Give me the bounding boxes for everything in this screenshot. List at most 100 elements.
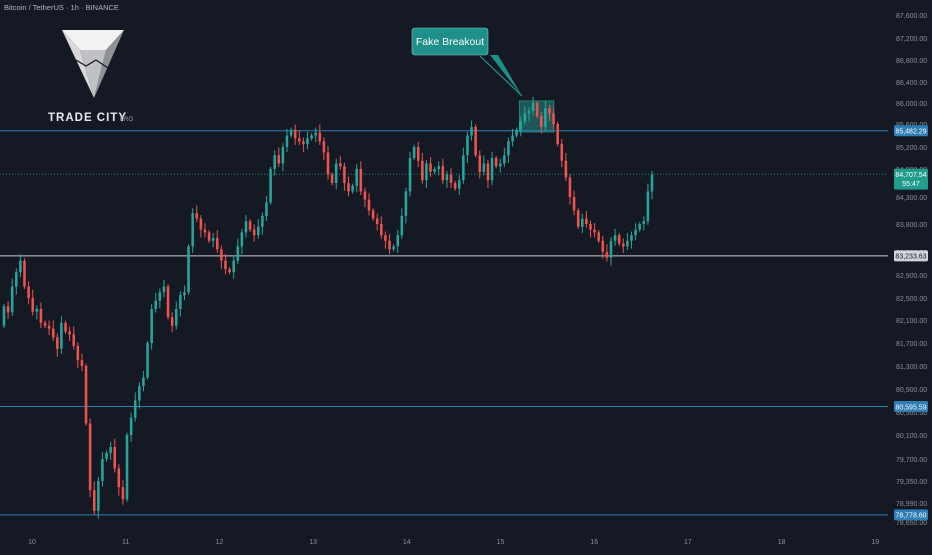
candle-body	[60, 322, 63, 349]
candle-body	[593, 229, 596, 233]
candle-body	[613, 235, 617, 241]
candle-body	[548, 108, 551, 114]
level-price-tag-label: 80,595.59	[895, 404, 926, 411]
price-axis[interactable]: 87,600.00 87,200.00 86,800.00 86,400.00 86,0…	[896, 13, 927, 527]
level-price-tag	[894, 509, 928, 521]
candle-body	[158, 292, 162, 301]
candle-body	[560, 144, 564, 161]
candle-body	[466, 135, 469, 156]
candle-body	[207, 232, 211, 241]
candle-body	[482, 163, 486, 172]
candle-body	[449, 174, 453, 183]
candle-body	[232, 260, 235, 273]
candle-body	[396, 235, 399, 247]
candle-body	[35, 309, 39, 312]
price-tick-label: 84,300.00	[896, 195, 927, 202]
candle-body	[261, 215, 264, 227]
time-tick-label: 15	[497, 539, 505, 546]
candle-body	[605, 252, 609, 258]
candle-body	[650, 174, 654, 192]
candle-body	[589, 224, 592, 230]
candle-body	[457, 180, 461, 189]
candle-body	[531, 103, 535, 111]
candle-body	[412, 147, 416, 158]
candle-body	[552, 113, 555, 124]
candle-body	[298, 138, 301, 142]
candle-body	[121, 487, 125, 500]
candle-body	[646, 191, 650, 222]
candle-body	[224, 260, 227, 270]
candle-body	[146, 343, 149, 378]
candle-body	[191, 213, 194, 247]
candle-body	[539, 116, 543, 127]
candle-body	[416, 147, 420, 161]
candle-body	[109, 447, 112, 453]
candle-body	[138, 386, 141, 401]
candle-body	[359, 169, 363, 192]
candle-body	[236, 246, 240, 261]
candle-body	[404, 191, 408, 216]
bar-countdown-label: 55:47	[902, 181, 920, 188]
candle-body	[503, 155, 506, 164]
candle-body	[293, 129, 297, 139]
candle-body	[47, 325, 51, 329]
candle-body	[437, 166, 441, 169]
candle-body	[544, 108, 547, 127]
candle-body	[257, 226, 260, 236]
time-axis[interactable]: 10 11 12 13 14 15 16 17 18 19	[28, 539, 879, 546]
candle-body	[363, 191, 367, 200]
candle-body	[339, 163, 342, 167]
candle-body	[203, 229, 207, 233]
candle-body	[84, 366, 88, 424]
candle-body	[507, 141, 510, 156]
candle-body	[88, 423, 92, 491]
candle-body	[515, 129, 518, 136]
candle-body	[302, 141, 305, 145]
candle-body	[76, 345, 80, 361]
candle-body	[2, 306, 6, 326]
candle-body	[51, 328, 55, 338]
candle-body	[244, 221, 248, 233]
candle-body	[133, 400, 137, 418]
candle-body	[43, 322, 47, 326]
candle-body	[269, 169, 272, 203]
price-tick-label: 78,990.00	[896, 501, 927, 508]
candle-body	[343, 166, 346, 183]
time-tick-label: 16	[590, 539, 598, 546]
candle-body	[174, 309, 178, 326]
candle-body	[150, 309, 153, 343]
price-tick-label: 80,900.00	[896, 387, 927, 394]
candle-body	[68, 331, 71, 335]
candle-body	[10, 286, 14, 313]
candle-body	[179, 295, 182, 309]
candle-body	[326, 152, 330, 175]
price-tick-label: 79,350.00	[896, 479, 927, 486]
candle-body	[470, 126, 473, 136]
current-price-tag	[894, 168, 928, 190]
candle-body	[64, 322, 67, 332]
candle-body	[6, 306, 10, 313]
candle-body	[105, 453, 108, 459]
candle-body	[265, 202, 268, 216]
candle-body	[581, 218, 584, 227]
candle-body	[486, 163, 490, 181]
candle-body	[367, 199, 371, 211]
candle-body	[19, 260, 22, 273]
time-tick-label: 10	[28, 539, 36, 546]
candle-body	[564, 160, 568, 178]
candle-body	[535, 103, 539, 117]
candle-body	[347, 183, 350, 192]
candle-body	[355, 169, 358, 186]
candle-body	[117, 468, 121, 488]
candle-body	[330, 174, 334, 183]
candle-body	[462, 155, 465, 181]
time-tick-label: 11	[122, 539, 129, 546]
price-tick-label: 86,000.00	[896, 101, 927, 108]
price-tick-label: 87,200.00	[896, 36, 927, 43]
candle-body	[527, 110, 531, 114]
time-tick-label: 18	[778, 539, 786, 546]
candle-body	[626, 240, 629, 247]
fake-breakout-callout[interactable]: Fake Breakout	[411, 27, 523, 97]
